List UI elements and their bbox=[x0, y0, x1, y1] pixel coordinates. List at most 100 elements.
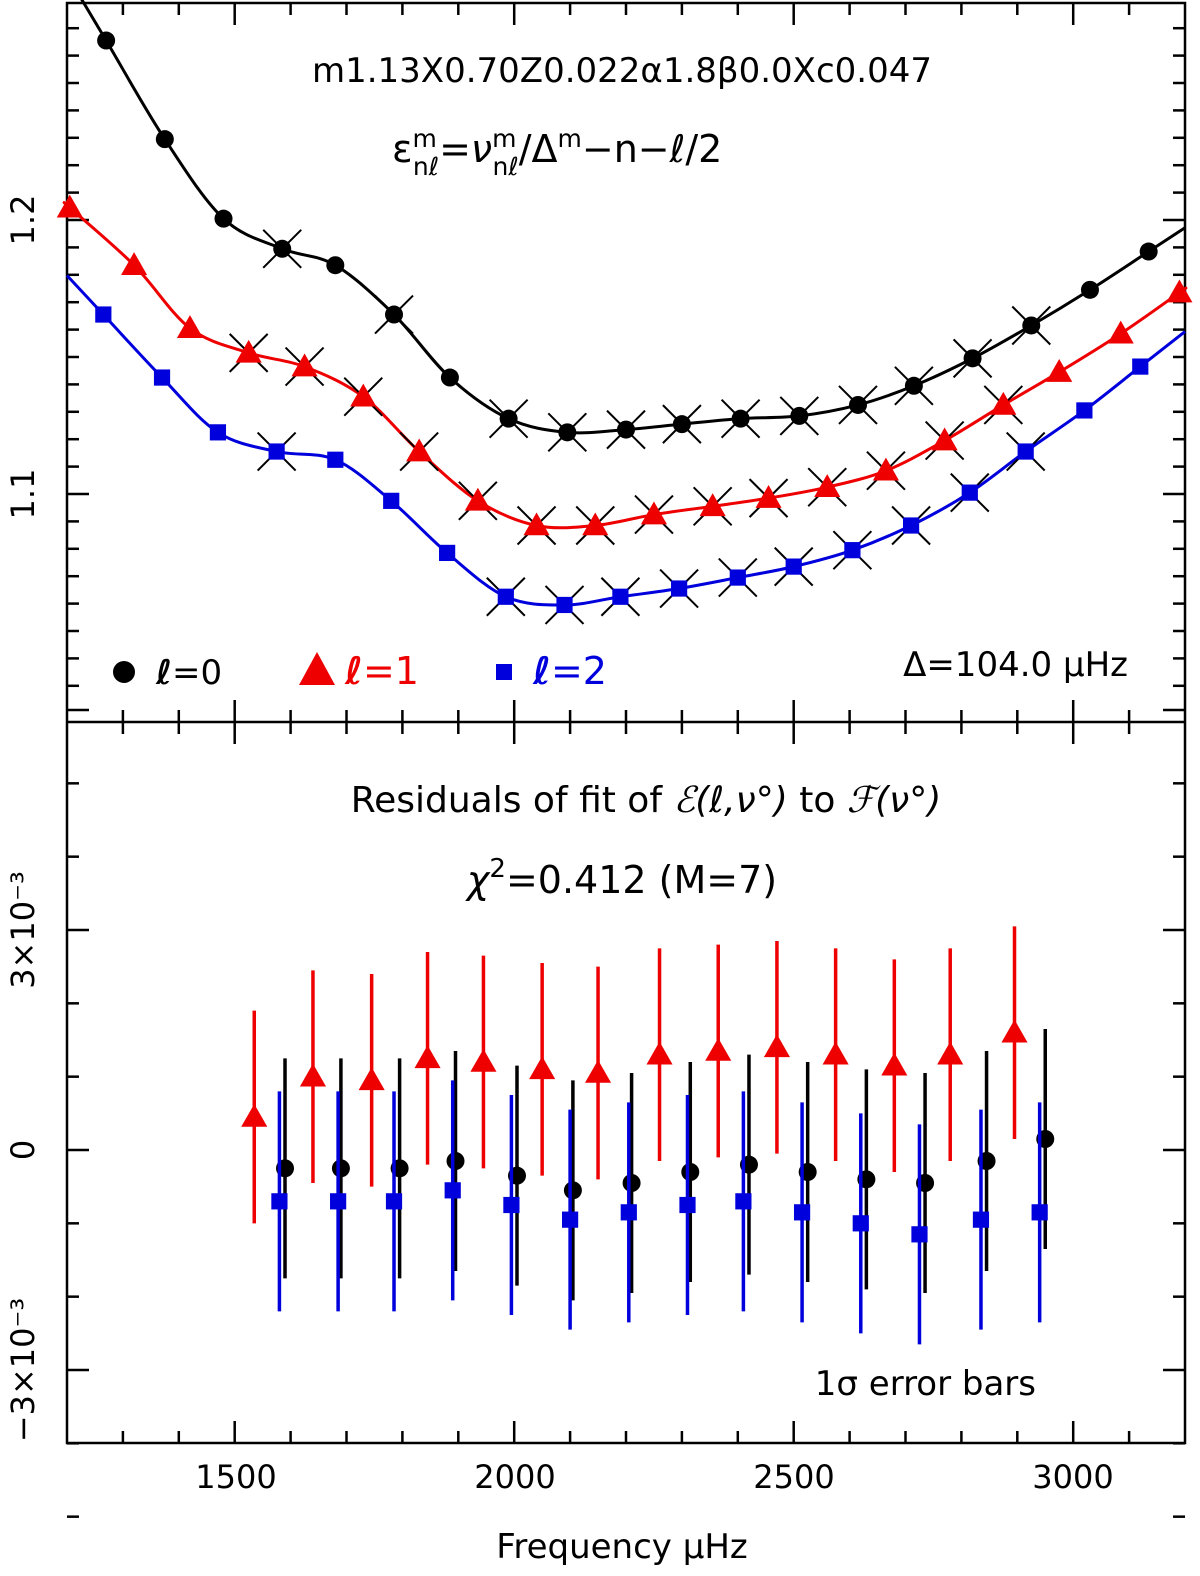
data-point-l0 bbox=[1080, 280, 1099, 299]
bottom-panel-ticks bbox=[67, 708, 1185, 1518]
residual-point-l2 bbox=[503, 1196, 520, 1214]
data-point-l1 bbox=[872, 457, 899, 481]
legend-marker-l2 bbox=[496, 664, 512, 680]
bottom-y-tick-label: −3×10⁻³ bbox=[4, 1298, 42, 1442]
formula-nu-sup: m bbox=[492, 124, 516, 153]
residual-point-l1 bbox=[585, 1059, 612, 1083]
residual-point-l0 bbox=[681, 1162, 700, 1181]
top-panel-ticks bbox=[67, 3, 1185, 722]
data-point-l0 bbox=[731, 409, 750, 428]
residual-point-l1 bbox=[705, 1037, 732, 1061]
data-point-l1 bbox=[582, 512, 609, 536]
data-point-l2 bbox=[209, 424, 227, 441]
data-point-l2 bbox=[1076, 402, 1093, 419]
bottom-series-group bbox=[241, 926, 1055, 1345]
residual-point-l2 bbox=[911, 1226, 928, 1243]
data-point-l0 bbox=[1139, 242, 1158, 261]
chi: χ bbox=[465, 858, 491, 902]
residuals-text: Residuals of fit of bbox=[351, 780, 674, 821]
legend-marker-l0 bbox=[113, 661, 135, 683]
residual-point-l2 bbox=[562, 1211, 579, 1228]
residual-point-l1 bbox=[763, 1034, 790, 1058]
data-point-l1 bbox=[1166, 279, 1193, 303]
data-point-l1 bbox=[1107, 320, 1134, 344]
data-point-l1 bbox=[121, 252, 148, 275]
data-point-l2 bbox=[902, 517, 920, 534]
residual-point-l2 bbox=[271, 1193, 288, 1210]
residual-point-l1 bbox=[881, 1052, 908, 1076]
delta-annotation: Δ=104.0 μHz bbox=[903, 645, 1128, 685]
data-point-l2 bbox=[844, 542, 861, 559]
data-point-l1 bbox=[56, 194, 83, 218]
residual-point-l0 bbox=[622, 1173, 641, 1192]
x-axis-label: Frequency μHz bbox=[496, 1527, 748, 1567]
legend-entry-l2: ℓ=2 bbox=[532, 649, 607, 693]
data-point-l1 bbox=[1046, 359, 1073, 382]
legend-label: =2 bbox=[551, 649, 607, 693]
data-point-l0 bbox=[326, 256, 345, 275]
chi-rest: =0.412 (M=7) bbox=[506, 858, 777, 902]
legend-ell: ℓ bbox=[532, 649, 551, 693]
bottom-y-tick-label: 0 bbox=[4, 1140, 42, 1160]
residual-point-l0 bbox=[563, 1181, 582, 1200]
data-point-l0 bbox=[155, 130, 174, 149]
formula-divide-delta: /Δ bbox=[519, 127, 558, 171]
legend: ℓ=0 ℓ=1 ℓ=2 bbox=[113, 649, 607, 693]
data-point-l2 bbox=[612, 588, 629, 605]
residual-point-l1 bbox=[529, 1056, 556, 1080]
legend-label: =0 bbox=[172, 653, 222, 693]
chi-sup: 2 bbox=[489, 854, 506, 884]
data-point-l1 bbox=[350, 383, 377, 407]
top-y-tick-label: 1.2 bbox=[4, 195, 42, 246]
residual-point-l2 bbox=[972, 1211, 990, 1228]
formula-nu: ν bbox=[471, 127, 492, 171]
formula-equals: = bbox=[439, 127, 471, 171]
legend-marker-l1 bbox=[299, 652, 335, 685]
top-series-group bbox=[56, 0, 1193, 625]
data-point-l0 bbox=[672, 415, 691, 434]
legend-entry-l1: ℓ=1 bbox=[344, 649, 419, 693]
data-point-l0 bbox=[499, 409, 518, 428]
data-point-l1 bbox=[814, 474, 841, 497]
data-point-l2 bbox=[1017, 443, 1034, 460]
residual-point-l1 bbox=[822, 1041, 849, 1065]
to-text: to bbox=[788, 780, 847, 821]
data-point-l0 bbox=[848, 395, 867, 414]
data-point-l1 bbox=[176, 315, 204, 339]
data-point-l2 bbox=[268, 443, 285, 460]
chi-squared: χ2=0.412 (M=7) bbox=[465, 854, 777, 902]
residual-point-l2 bbox=[620, 1204, 637, 1221]
data-point-l2 bbox=[785, 558, 802, 575]
data-point-l2 bbox=[383, 492, 400, 509]
formula-nu-sub: nℓ bbox=[493, 152, 519, 181]
residual-point-l2 bbox=[735, 1193, 752, 1210]
data-point-l0 bbox=[440, 368, 459, 387]
formula-epsilon-sub: nℓ bbox=[413, 152, 439, 181]
legend-entry-l0: ℓ=0 bbox=[155, 653, 222, 693]
data-point-l2 bbox=[961, 484, 978, 501]
data-point-l1 bbox=[235, 339, 262, 363]
data-point-l1 bbox=[406, 438, 433, 462]
residual-point-l0 bbox=[331, 1159, 350, 1178]
residual-point-l1 bbox=[646, 1041, 673, 1065]
data-point-l1 bbox=[291, 353, 318, 377]
data-point-l1 bbox=[640, 501, 667, 525]
residual-point-l2 bbox=[330, 1193, 347, 1210]
residual-point-l2 bbox=[1031, 1204, 1048, 1221]
residual-point-l2 bbox=[679, 1196, 696, 1214]
data-point-l0 bbox=[1022, 316, 1041, 335]
formula-epsilon-sup: m bbox=[413, 124, 437, 153]
bottom-panel-title: Residuals of fit of ℰ(ℓ,ν°) to ℱ(ν°) bbox=[351, 780, 942, 821]
x-tick-label: 2500 bbox=[753, 1458, 834, 1496]
series-curve-l2 bbox=[65, 274, 1186, 607]
formula-delta-sup: m bbox=[558, 124, 582, 153]
data-point-l0 bbox=[617, 420, 635, 439]
legend-ell: ℓ bbox=[344, 649, 363, 693]
data-point-l0 bbox=[97, 31, 116, 50]
data-point-l0 bbox=[904, 376, 923, 395]
series-curve-l1 bbox=[62, 201, 1188, 530]
x-tick-label: 3000 bbox=[1032, 1458, 1113, 1496]
residual-point-l2 bbox=[793, 1204, 811, 1221]
top-panel-title: m1.13X0.70Z0.022α1.8β0.0Xc0.047 bbox=[312, 51, 932, 91]
